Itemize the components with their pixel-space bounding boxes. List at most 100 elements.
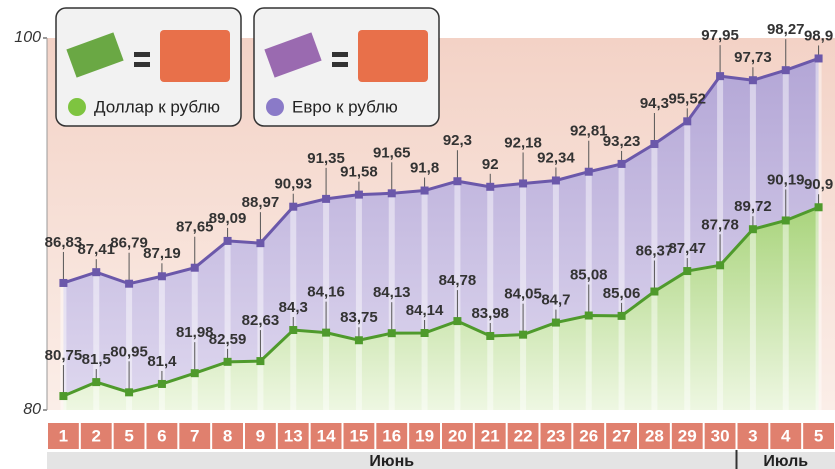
- point: [585, 312, 593, 320]
- value-label: 82,59: [209, 331, 247, 348]
- point: [782, 66, 790, 74]
- value-label: 83,98: [471, 305, 509, 322]
- point: [453, 317, 461, 325]
- equals: [332, 52, 348, 57]
- x-tick-label: 9: [256, 426, 265, 445]
- equals: [134, 52, 150, 57]
- value-label: 91,8: [410, 159, 439, 176]
- value-label: 93,23: [603, 133, 641, 150]
- month-label: Июнь: [369, 453, 414, 469]
- value-label: 92,34: [537, 149, 575, 166]
- value-label: 98,27: [767, 21, 805, 38]
- point: [421, 329, 429, 337]
- point: [650, 140, 658, 148]
- legend-marker: [68, 98, 86, 116]
- x-tick-label: 27: [612, 426, 631, 445]
- value-label: 84,3: [279, 299, 308, 316]
- x-tick-label: 22: [514, 426, 533, 445]
- point: [289, 326, 297, 334]
- x-tick-label: 3: [748, 426, 757, 445]
- value-label: 91,65: [373, 144, 411, 161]
- value-label: 94,3: [640, 95, 669, 112]
- value-label: 83,75: [340, 309, 378, 326]
- point: [191, 264, 199, 272]
- point: [716, 72, 724, 80]
- x-tick-label: 5: [814, 426, 823, 445]
- point: [388, 189, 396, 197]
- point: [388, 329, 396, 337]
- point: [552, 176, 560, 184]
- value-label: 87,19: [143, 245, 181, 262]
- point: [158, 380, 166, 388]
- x-tick-label: 4: [781, 426, 791, 445]
- point: [191, 369, 199, 377]
- point: [716, 261, 724, 269]
- x-tick-label: 14: [317, 426, 336, 445]
- value-label: 84,16: [307, 284, 345, 301]
- equals: [134, 62, 150, 67]
- chart: 8010086,8387,4186,7987,1987,6589,0988,97…: [0, 0, 835, 469]
- point: [618, 312, 626, 320]
- value-label: 84,14: [406, 302, 444, 319]
- point: [486, 183, 494, 191]
- point: [618, 160, 626, 168]
- x-tick-label: 1: [59, 426, 68, 445]
- value-label: 85,08: [570, 266, 608, 283]
- point: [158, 272, 166, 280]
- x-tick-label: 16: [382, 426, 401, 445]
- point: [683, 117, 691, 125]
- value-label: 92: [482, 156, 499, 173]
- point: [650, 288, 658, 296]
- value-label: 90,93: [274, 176, 312, 193]
- value-label: 88,97: [242, 194, 280, 211]
- equals: [332, 62, 348, 67]
- point: [92, 378, 100, 386]
- x-tick-label: 30: [711, 426, 730, 445]
- point: [552, 319, 560, 327]
- point: [289, 203, 297, 211]
- point: [224, 358, 232, 366]
- point: [355, 191, 363, 199]
- legend-label: Евро к рублю: [292, 97, 398, 116]
- value-label: 87,78: [701, 216, 739, 233]
- legend-label: Доллар к рублю: [94, 97, 220, 116]
- legend-marker: [266, 98, 284, 116]
- y-tick-label: 80: [23, 401, 41, 418]
- point: [322, 329, 330, 337]
- point: [355, 336, 363, 344]
- x-tick-label: 2: [92, 426, 101, 445]
- value-label: 95,52: [668, 90, 706, 107]
- value-label: 89,72: [734, 198, 772, 215]
- x-tick-label: 26: [579, 426, 598, 445]
- x-tick-label: 8: [223, 426, 232, 445]
- point: [125, 388, 133, 396]
- value-label: 98,9: [804, 27, 833, 44]
- point: [125, 280, 133, 288]
- point: [224, 237, 232, 245]
- value-label: 84,13: [373, 284, 411, 301]
- point: [59, 279, 67, 287]
- point: [782, 216, 790, 224]
- value-label: 90,9: [804, 176, 833, 193]
- x-tick-label: 23: [546, 426, 565, 445]
- ruble-icon: [358, 30, 428, 82]
- value-label: 87,47: [668, 240, 706, 257]
- ruble-icon: [160, 30, 230, 82]
- x-tick-label: 21: [481, 426, 500, 445]
- point: [421, 187, 429, 195]
- point: [749, 76, 757, 84]
- x-tick-label: 20: [448, 426, 467, 445]
- value-label: 81,4: [147, 353, 177, 370]
- y-tick-label: 100: [14, 29, 41, 46]
- value-label: 84,05: [504, 286, 542, 303]
- point: [519, 179, 527, 187]
- value-label: 92,3: [443, 132, 472, 149]
- point: [322, 195, 330, 203]
- x-tick-label: 5: [124, 426, 133, 445]
- month-label: Июль: [763, 453, 808, 469]
- point: [256, 239, 264, 247]
- value-label: 80,75: [45, 347, 83, 364]
- point: [519, 331, 527, 339]
- point: [486, 332, 494, 340]
- point: [585, 168, 593, 176]
